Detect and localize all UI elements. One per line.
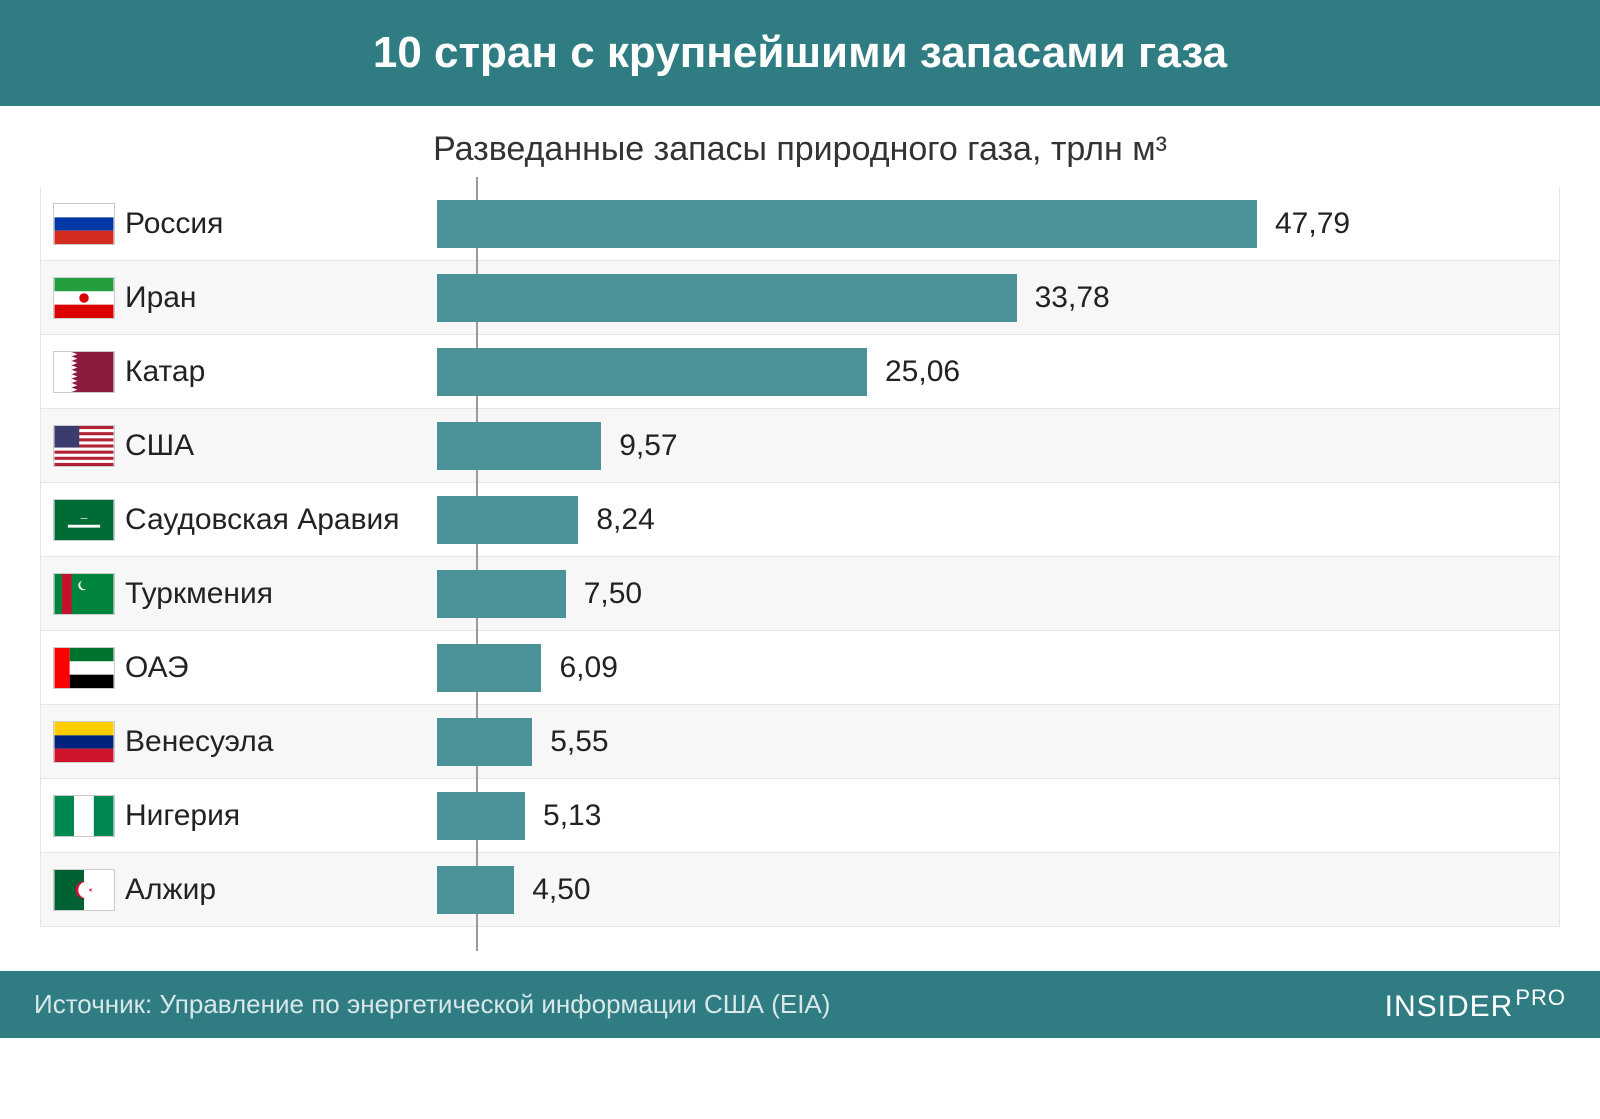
source-text: Источник: Управление по энергетической и… — [34, 989, 830, 1020]
bar-value: 5,13 — [543, 799, 601, 833]
bar-cell: 9,57 — [437, 409, 1559, 482]
chart-rows: Россия 47,79 Иран 33,78 Катар 25,06 США 9,57 ـــ… — [40, 187, 1560, 927]
table-row: ОАЭ 6,09 — [40, 631, 1560, 705]
flag-icon — [41, 425, 121, 467]
flag-icon: ـــ — [41, 499, 121, 541]
flag-icon — [41, 795, 121, 837]
bar-value: 7,50 — [584, 577, 642, 611]
bar — [437, 570, 566, 618]
bar — [437, 200, 1257, 248]
bar — [437, 718, 532, 766]
bar-value: 6,09 — [559, 651, 617, 685]
bar-cell: 5,55 — [437, 705, 1559, 778]
table-row: ـــ Саудовская Аравия 8,24 — [40, 483, 1560, 557]
bar — [437, 644, 541, 692]
brand-logo: INSIDERPRO — [1385, 985, 1566, 1024]
bar-value: 5,55 — [550, 725, 608, 759]
flag-icon — [41, 351, 121, 393]
flag-icon — [41, 277, 121, 319]
country-label: Туркмения — [121, 577, 437, 611]
bar-cell: 4,50 — [437, 853, 1559, 926]
table-row: США 9,57 — [40, 409, 1560, 483]
country-label: Саудовская Аравия — [121, 503, 437, 537]
bar-cell: 8,24 — [437, 483, 1559, 556]
country-label: Алжир — [121, 873, 437, 907]
bar — [437, 422, 601, 470]
bar — [437, 866, 514, 914]
country-label: Иран — [121, 281, 437, 315]
bar-cell: 47,79 — [437, 187, 1559, 260]
table-row: Туркмения 7,50 — [40, 557, 1560, 631]
country-label: Венесуэла — [121, 725, 437, 759]
bar-value: 33,78 — [1035, 281, 1110, 315]
bar — [437, 792, 525, 840]
chart-subtitle: Разведанные запасы природного газа, трлн… — [0, 106, 1600, 187]
flag-icon — [41, 203, 121, 245]
country-label: Россия — [121, 207, 437, 241]
bar-cell: 33,78 — [437, 261, 1559, 334]
bar-cell: 7,50 — [437, 557, 1559, 630]
chart-title: 10 стран с крупнейшими запасами газа — [373, 28, 1227, 77]
bar-value: 47,79 — [1275, 207, 1350, 241]
svg-text:ـــ: ـــ — [80, 512, 88, 521]
flag-icon — [41, 721, 121, 763]
table-row: Россия 47,79 — [40, 187, 1560, 261]
bar — [437, 348, 867, 396]
table-row: Катар 25,06 — [40, 335, 1560, 409]
bar-cell: 6,09 — [437, 631, 1559, 704]
bar — [437, 496, 578, 544]
bar — [437, 274, 1017, 322]
table-row: Иран 33,78 — [40, 261, 1560, 335]
country-label: Нигерия — [121, 799, 437, 833]
flag-icon — [41, 647, 121, 689]
flag-icon — [41, 573, 121, 615]
bar-cell: 25,06 — [437, 335, 1559, 408]
brand-pro: PRO — [1515, 985, 1566, 1010]
chart-area: Россия 47,79 Иран 33,78 Катар 25,06 США 9,57 ـــ… — [0, 187, 1600, 927]
bar-value: 4,50 — [532, 873, 590, 907]
country-label: ОАЭ — [121, 651, 437, 685]
brand-name: INSIDER — [1385, 990, 1514, 1023]
bar-cell: 5,13 — [437, 779, 1559, 852]
country-label: США — [121, 429, 437, 463]
table-row: Венесуэла 5,55 — [40, 705, 1560, 779]
table-row: Алжир 4,50 — [40, 853, 1560, 927]
table-row: Нигерия 5,13 — [40, 779, 1560, 853]
chart-footer: Источник: Управление по энергетической и… — [0, 971, 1600, 1038]
country-label: Катар — [121, 355, 437, 389]
flag-icon — [41, 869, 121, 911]
chart-header: 10 стран с крупнейшими запасами газа — [0, 0, 1600, 106]
bar-value: 9,57 — [619, 429, 677, 463]
bar-value: 8,24 — [596, 503, 654, 537]
bar-value: 25,06 — [885, 355, 960, 389]
